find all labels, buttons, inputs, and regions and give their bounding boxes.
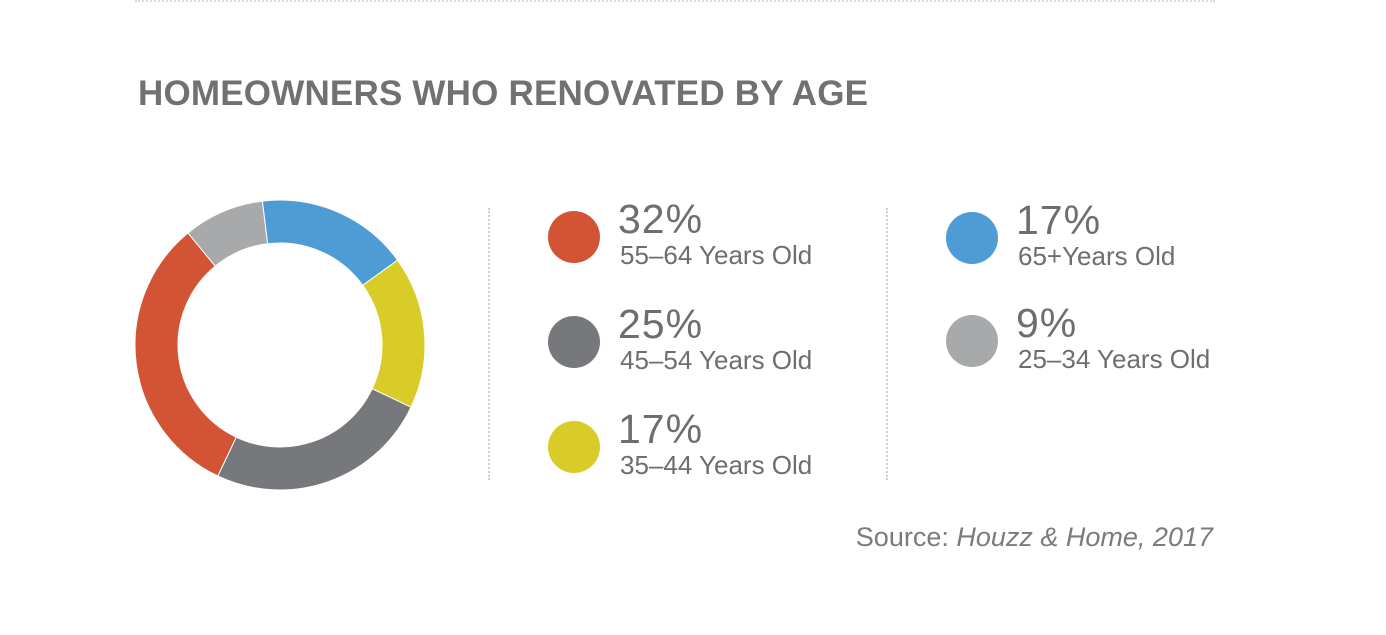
legend-label: 65+Years Old bbox=[1018, 241, 1176, 271]
legend-label: 55–64 Years Old bbox=[620, 240, 813, 270]
legend-divider-left bbox=[488, 208, 490, 480]
legend-label: 45–54 Years Old bbox=[620, 345, 813, 375]
legend-swatch bbox=[548, 211, 600, 263]
source-credit: Source: Houzz & Home, 2017 bbox=[856, 522, 1213, 553]
chart-title: HOMEOWNERS WHO RENOVATED BY AGE bbox=[138, 74, 869, 113]
legend-percent: 32% bbox=[618, 196, 704, 242]
legend-divider-right bbox=[886, 208, 888, 480]
slice-25-34 bbox=[187, 200, 269, 267]
donut-chart bbox=[134, 199, 426, 491]
legend-percent: 25% bbox=[618, 301, 704, 347]
legend-label: 25–34 Years Old bbox=[1018, 344, 1211, 374]
source-prefix: Source: bbox=[855, 522, 957, 552]
legend-swatch bbox=[548, 316, 600, 368]
source-title: Houzz & Home, 2017 bbox=[956, 522, 1213, 552]
slice-55-64 bbox=[134, 232, 237, 477]
legend-swatch bbox=[946, 212, 998, 264]
slice-35-44 bbox=[362, 259, 426, 408]
legend-percent: 17% bbox=[618, 406, 704, 452]
legend-percent: 9% bbox=[1016, 300, 1078, 346]
slice-45-54 bbox=[217, 388, 412, 491]
legend-label: 35–44 Years Old bbox=[620, 450, 813, 480]
legend-swatch bbox=[548, 421, 600, 473]
slice-65-plus bbox=[261, 199, 399, 287]
legend-swatch bbox=[946, 315, 998, 367]
legend-percent: 17% bbox=[1016, 197, 1102, 243]
top-divider bbox=[135, 0, 1215, 2]
